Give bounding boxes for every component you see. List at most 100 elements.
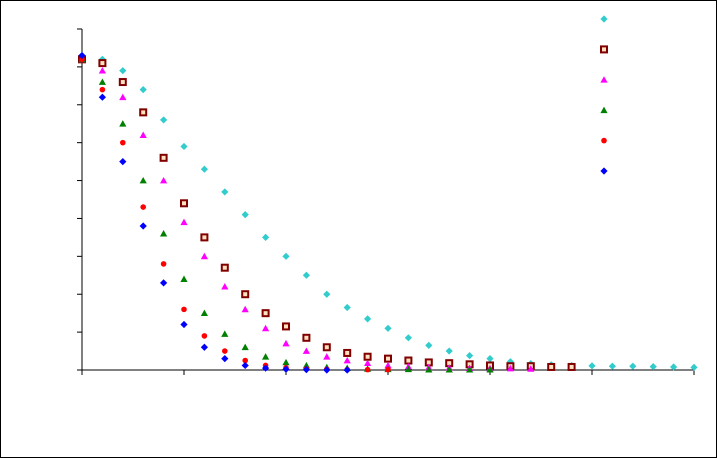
data-point <box>486 355 494 363</box>
data-point <box>466 366 474 373</box>
legend-marker <box>600 45 608 54</box>
data-point <box>404 365 412 373</box>
data-point <box>78 51 86 60</box>
data-point <box>241 361 249 370</box>
data-point <box>98 59 107 68</box>
data-point <box>364 359 372 367</box>
data-point <box>364 366 371 373</box>
data-point <box>282 322 290 331</box>
data-point <box>242 357 248 364</box>
data-point <box>302 347 310 354</box>
data-point <box>670 363 678 371</box>
data-point <box>201 333 208 339</box>
data-point <box>384 324 392 332</box>
data-point <box>241 343 249 351</box>
data-point <box>261 309 270 318</box>
data-point <box>343 348 352 357</box>
data-point <box>302 333 311 342</box>
data-point <box>180 218 188 226</box>
data-point <box>160 176 168 184</box>
data-point <box>139 222 147 230</box>
data-point <box>343 356 351 364</box>
data-point <box>506 364 514 372</box>
data-point <box>181 306 187 313</box>
data-point <box>404 334 412 342</box>
data-point <box>180 275 188 282</box>
data-point <box>200 252 208 260</box>
legend-marker <box>600 76 608 83</box>
data-point <box>404 356 413 365</box>
data-point <box>119 120 127 127</box>
data-point <box>385 366 391 373</box>
legend-marker <box>601 137 607 144</box>
data-point <box>160 279 168 287</box>
data-point <box>282 252 290 260</box>
data-point <box>323 366 331 374</box>
data-point <box>262 233 270 241</box>
data-point <box>241 305 249 313</box>
data-point <box>282 339 290 347</box>
data-point <box>160 116 168 124</box>
data-point <box>221 330 229 337</box>
data-point <box>527 365 535 372</box>
data-point <box>119 158 127 166</box>
data-point <box>221 355 229 363</box>
data-point <box>139 86 147 94</box>
data-point <box>139 108 148 117</box>
data-point <box>445 366 453 373</box>
data-point <box>567 362 576 371</box>
data-point <box>120 139 126 146</box>
data-point <box>160 230 168 237</box>
data-point <box>343 366 351 374</box>
data-point <box>241 211 249 219</box>
data-point <box>547 362 556 371</box>
data-point <box>690 363 698 371</box>
data-point <box>159 153 168 162</box>
data-point <box>200 343 208 351</box>
data-point <box>323 290 331 298</box>
data-point <box>262 353 270 360</box>
data-point <box>139 131 147 138</box>
data-point <box>180 142 188 151</box>
data-point <box>98 67 106 74</box>
data-point <box>649 362 657 371</box>
data-point <box>588 362 596 370</box>
data-point <box>608 362 616 370</box>
data-point <box>363 352 372 361</box>
data-point <box>200 309 208 317</box>
data-point <box>140 204 146 210</box>
data-point <box>98 78 106 85</box>
data-point <box>79 56 85 63</box>
data-point <box>222 348 228 354</box>
data-point <box>343 303 351 312</box>
data-point <box>160 261 167 267</box>
data-point <box>425 366 433 373</box>
data-point <box>384 354 392 363</box>
data-point <box>200 233 209 242</box>
legend-marker <box>600 106 608 114</box>
data-point <box>486 366 494 373</box>
data-point <box>200 165 208 173</box>
legend-marker <box>600 167 608 175</box>
data-point <box>282 358 290 366</box>
data-point <box>180 199 188 208</box>
data-point <box>139 176 147 184</box>
data-point <box>323 353 331 360</box>
data-point <box>302 271 310 279</box>
data-point <box>220 263 229 272</box>
data-point <box>425 341 433 349</box>
data-point <box>629 362 637 370</box>
data-point <box>466 352 474 360</box>
data-point <box>445 347 453 355</box>
data-point <box>118 78 127 87</box>
data-point <box>241 290 250 299</box>
legend-marker <box>600 15 608 23</box>
data-point <box>119 67 127 75</box>
data-point <box>221 188 229 196</box>
data-point <box>99 86 106 93</box>
data-point <box>119 93 127 101</box>
data-point <box>221 283 229 290</box>
data-point <box>302 366 310 374</box>
